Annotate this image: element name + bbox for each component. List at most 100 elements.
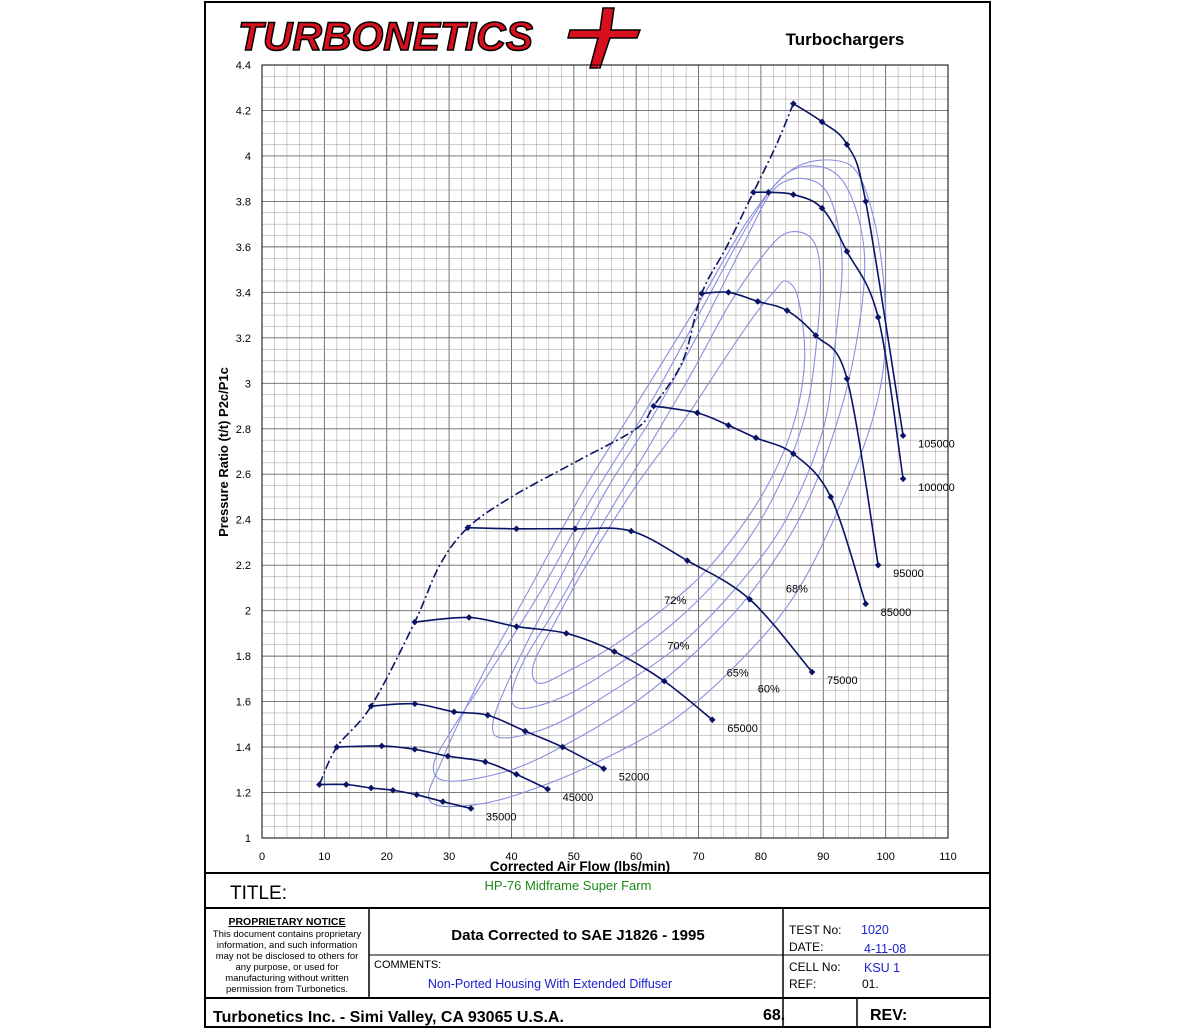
test-value: 1020 bbox=[861, 923, 889, 937]
speed-line-label: 105000 bbox=[918, 439, 955, 451]
efficiency-label: 72% bbox=[664, 595, 686, 607]
data-point-marker bbox=[874, 561, 882, 569]
data-point-marker bbox=[389, 786, 397, 794]
footer-number: 68. bbox=[763, 1007, 785, 1024]
surge-line bbox=[318, 103, 795, 785]
speed-lines bbox=[316, 100, 907, 812]
data-point-marker bbox=[698, 290, 705, 297]
data-point-marker bbox=[843, 375, 851, 383]
cell-label: CELL No: bbox=[789, 960, 841, 974]
date-value: 4-11-08 bbox=[864, 942, 906, 956]
data-point-marker bbox=[521, 727, 529, 735]
data-point-marker bbox=[411, 746, 419, 753]
notice-line: permission from Turbonetics. bbox=[226, 984, 348, 995]
surge-line-path bbox=[318, 103, 795, 785]
x-tick-label: 70 bbox=[692, 851, 704, 863]
y-tick-label: 1.2 bbox=[236, 788, 251, 800]
sheet-border bbox=[204, 1, 991, 1028]
speed-line bbox=[414, 616, 713, 721]
y-tick-label: 4.2 bbox=[236, 105, 251, 117]
data-point-marker bbox=[513, 623, 520, 630]
x-tick-label: 90 bbox=[817, 851, 829, 863]
y-tick-label: 3.4 bbox=[236, 287, 251, 299]
x-axis-label: Corrected Air Flow (lbs/min) bbox=[490, 859, 670, 874]
speed-line-label: 75000 bbox=[827, 675, 858, 687]
data-point-marker bbox=[790, 191, 797, 198]
data-point-marker bbox=[725, 422, 732, 429]
y-tick-label: 2.8 bbox=[236, 424, 251, 436]
y-tick-label: 4 bbox=[245, 151, 251, 163]
data-point-marker bbox=[544, 785, 551, 793]
data-point-marker bbox=[812, 332, 820, 339]
chart-grid bbox=[261, 64, 949, 839]
data-point-marker bbox=[899, 432, 907, 439]
data-point-marker bbox=[827, 493, 835, 501]
data-point-marker bbox=[413, 791, 420, 799]
data-point-marker bbox=[367, 702, 375, 710]
y-tick-label: 2 bbox=[245, 606, 251, 618]
data-point-marker bbox=[752, 434, 760, 442]
data-point-marker bbox=[843, 248, 851, 255]
x-tick-label: 110 bbox=[939, 851, 957, 863]
data-point-marker bbox=[650, 402, 657, 410]
data-point-marker bbox=[862, 198, 869, 205]
data-point-marker bbox=[790, 450, 797, 458]
comments-label: COMMENTS: bbox=[374, 959, 441, 971]
date-label: DATE: bbox=[789, 940, 823, 954]
ref-label: REF: bbox=[789, 977, 816, 991]
y-tick-label: 2.6 bbox=[236, 469, 251, 481]
data-point-marker bbox=[484, 711, 492, 719]
speed-line bbox=[653, 405, 867, 605]
speed-line bbox=[792, 102, 904, 436]
data-point-marker bbox=[790, 100, 797, 107]
data-point-marker bbox=[439, 798, 447, 805]
ref-value: 01. bbox=[862, 977, 879, 991]
y-tick-label: 1.8 bbox=[236, 651, 251, 663]
chart-ticks: 0 10 20 30 40 50 60 70 80 90 100 110 1 1.2 1.4 1.6 1.8 2 2… bbox=[236, 60, 957, 863]
efficiency-island bbox=[427, 159, 887, 808]
x-tick-label: 80 bbox=[755, 851, 767, 863]
efficiency-label: 60% bbox=[758, 683, 780, 695]
efficiency-label: 65% bbox=[727, 668, 749, 680]
data-point-marker bbox=[708, 716, 716, 724]
data-point-marker bbox=[611, 648, 618, 655]
correction-standard: Data Corrected to SAE J1826 - 1995 bbox=[451, 927, 704, 944]
x-tick-label: 50 bbox=[568, 851, 580, 863]
notice-heading: PROPRIETARY NOTICE bbox=[228, 916, 345, 928]
x-tick-label: 30 bbox=[443, 851, 455, 863]
data-point-marker bbox=[693, 409, 701, 417]
chart-annotations: 35000 45000 52000 65000 75000 85000 95000 10000… bbox=[486, 439, 955, 824]
footer-rev: REV: bbox=[870, 1007, 907, 1024]
speed-line-label: 100000 bbox=[918, 482, 955, 494]
speed-line bbox=[467, 526, 813, 673]
notice-line: information, and such information bbox=[217, 940, 357, 951]
title-block bbox=[205, 872, 990, 1027]
x-tick-label: 40 bbox=[505, 851, 517, 863]
x-tick-label: 10 bbox=[318, 851, 330, 863]
y-tick-label: 3 bbox=[245, 378, 251, 390]
efficiency-island bbox=[432, 165, 866, 782]
data-point-marker bbox=[342, 781, 350, 788]
y-tick-label: 1.6 bbox=[236, 697, 251, 709]
efficiency-island bbox=[531, 280, 806, 684]
header-subtitle: Turbochargers bbox=[786, 30, 905, 49]
data-point-marker bbox=[465, 614, 473, 621]
data-point-marker bbox=[464, 524, 472, 531]
efficiency-label: 68% bbox=[786, 583, 808, 595]
cell-value: KSU 1 bbox=[864, 961, 900, 975]
turbonetics-logo: TURBONETICS bbox=[237, 7, 642, 69]
data-point-marker bbox=[411, 700, 419, 708]
data-point-marker bbox=[725, 289, 732, 296]
speed-line-label: 85000 bbox=[881, 607, 912, 619]
data-point-marker bbox=[808, 668, 816, 676]
title-label: TITLE: bbox=[230, 883, 287, 904]
y-tick-label: 1 bbox=[245, 833, 251, 845]
data-point-marker bbox=[559, 743, 566, 751]
comments-value: Non-Ported Housing With Extended Diffuse… bbox=[428, 977, 672, 991]
notice-line: may not be disclosed to others for bbox=[216, 951, 359, 962]
data-point-marker bbox=[600, 765, 608, 772]
efficiency-label: 70% bbox=[667, 640, 689, 652]
data-point-marker bbox=[899, 475, 907, 483]
notice-line: This document contains proprietary bbox=[213, 929, 362, 940]
data-point-marker bbox=[333, 743, 341, 751]
